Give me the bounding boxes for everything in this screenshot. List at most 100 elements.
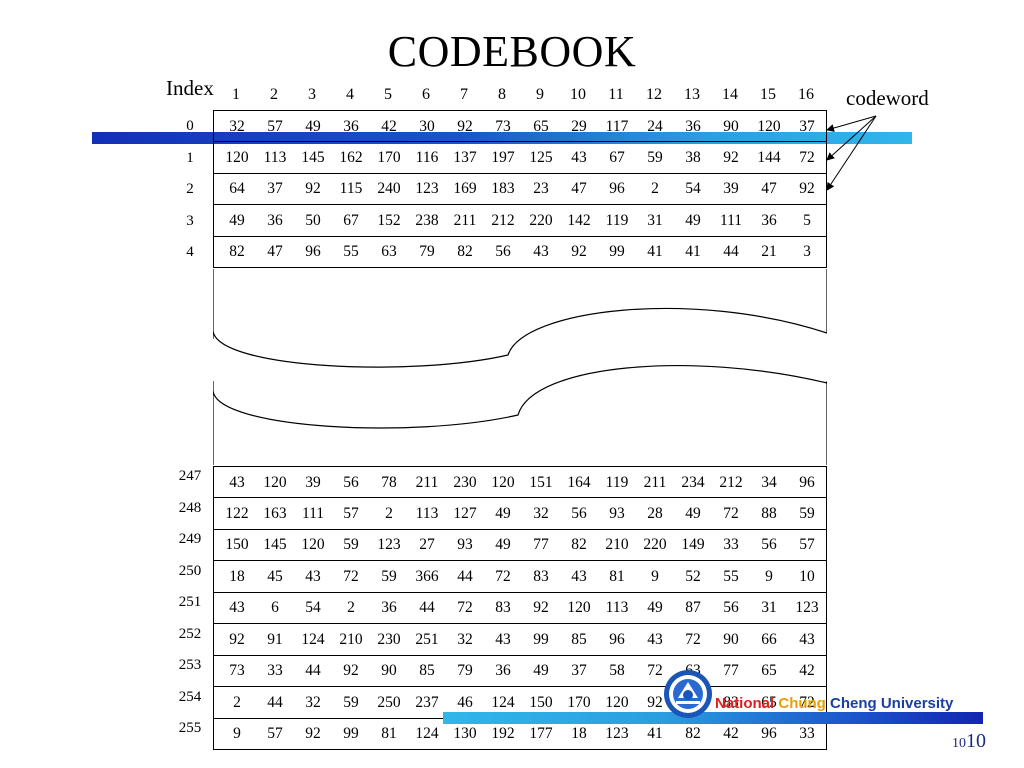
- table-cell: 32: [533, 504, 549, 522]
- table-cell: 113: [263, 148, 287, 166]
- table-cell: 43: [647, 630, 663, 648]
- row-index: 250: [178, 562, 202, 579]
- row-index: 3: [186, 212, 194, 229]
- table-cell: 72: [343, 567, 359, 585]
- table-cell: 44: [305, 662, 321, 679]
- codeword-label: codeword: [846, 86, 929, 110]
- table-row: 120 113 145 162 170 116 137 197 125 43 67 59 38 92 144…: [213, 141, 827, 174]
- table-cell: 119: [605, 474, 629, 491]
- table-cell: 39: [305, 474, 321, 491]
- table-cell: 120: [757, 118, 781, 135]
- table-cell: 42: [381, 118, 397, 135]
- table-cell: 120: [605, 693, 629, 711]
- table-row: 64 37 92 115 240 123 169 183 23 47 96 2 54 39 47 92: [213, 173, 827, 205]
- omitted-rows-brace: [213, 269, 827, 465]
- table-cell: 41: [647, 243, 663, 260]
- table-cell: 92: [799, 180, 815, 197]
- table-cell: 42: [799, 662, 815, 679]
- column-header: 7: [460, 86, 468, 103]
- table-cell: 2: [233, 693, 241, 711]
- row-divider: [213, 560, 827, 561]
- table-cell: 163: [263, 504, 287, 522]
- table-cell: 96: [305, 243, 321, 260]
- table-cell: 44: [419, 599, 435, 616]
- table-cell: 31: [761, 599, 777, 616]
- table-cell: 92: [647, 693, 663, 711]
- table-cell: 250: [377, 693, 401, 711]
- table-cell: 32: [305, 693, 321, 711]
- table-cell: 117: [605, 118, 629, 135]
- table-cell: 65: [533, 118, 549, 135]
- table-cell: 210: [339, 630, 363, 648]
- table-cell: 49: [305, 118, 321, 135]
- table-cell: 36: [495, 662, 511, 679]
- column-header: 3: [308, 86, 316, 103]
- table-cell: 36: [267, 211, 283, 229]
- table-cell: 65: [761, 693, 777, 711]
- table-cell: 24: [647, 118, 663, 135]
- table-cell: 177: [529, 725, 553, 742]
- row-index: 0: [186, 118, 194, 134]
- table-cell: 57: [267, 118, 283, 135]
- table-cell: 59: [799, 504, 815, 522]
- table-cell: 92: [533, 599, 549, 616]
- table-cell: 366: [415, 567, 439, 585]
- table-cell: 56: [343, 474, 359, 491]
- table-cell: 82: [229, 243, 245, 260]
- row-divider: [213, 749, 827, 750]
- table-cell: 5: [803, 211, 811, 229]
- table-cell: 210: [605, 536, 629, 553]
- table-cell: 47: [571, 180, 587, 197]
- table-cell: 49: [229, 211, 245, 229]
- table-cell: 57: [799, 536, 815, 553]
- column-header: 8: [498, 86, 506, 103]
- table-cell: 47: [267, 243, 283, 260]
- table-row: 82 47 96 55 63 79 82 56 43 92 99 41 41 44 21 3: [213, 236, 827, 268]
- table-cell: 43: [495, 630, 511, 648]
- table-cell: 120: [491, 474, 515, 491]
- table-cell: 79: [419, 243, 435, 260]
- table-cell: 45: [267, 567, 283, 585]
- table-cell: 72: [723, 504, 739, 522]
- table-cell: 211: [453, 211, 477, 229]
- table-cell: 72: [799, 693, 815, 711]
- page-title: CODEBOOK: [387, 27, 637, 76]
- table-cell: 99: [343, 725, 359, 742]
- column-header: 11: [608, 86, 624, 103]
- table-cell: 9: [765, 567, 773, 585]
- page-number-large: 10: [966, 730, 986, 752]
- column-header: 14: [722, 86, 738, 103]
- table-row: 73 33 44 92 90 85 79 36 49 37 58 72 63 77 65 42: [213, 655, 827, 687]
- table-cell: 54: [305, 599, 321, 616]
- table-cell: 96: [761, 725, 777, 742]
- row-divider: [213, 497, 827, 498]
- university-seal-logo: [662, 668, 714, 720]
- table-cell: 93: [609, 504, 625, 522]
- table-cell: 49: [495, 536, 511, 553]
- table-cell: 123: [605, 725, 629, 742]
- table-cell: 43: [229, 599, 245, 616]
- table-cell: 2: [651, 180, 659, 197]
- table-cell: 99: [609, 243, 625, 260]
- table-cell: 212: [491, 211, 515, 229]
- table-cell: 9: [651, 567, 659, 585]
- table-cell: 170: [377, 148, 401, 166]
- table-cell: 83: [495, 599, 511, 616]
- table-cell: 96: [609, 630, 625, 648]
- table-cell: 65: [761, 662, 777, 679]
- table-cell: 87: [685, 599, 701, 616]
- row-divider: [213, 235, 827, 237]
- row-divider: [213, 623, 827, 624]
- row-divider: [213, 591, 827, 593]
- table-cell: 142: [567, 211, 591, 229]
- row-index: 247: [178, 468, 202, 484]
- table-cell: 21: [761, 243, 777, 260]
- table-cell: 90: [723, 118, 739, 135]
- table-cell: 37: [571, 662, 587, 679]
- index-label: Index: [166, 76, 214, 100]
- table-cell: 230: [377, 630, 401, 648]
- table-cell: 29: [571, 118, 587, 135]
- table-cell: 92: [457, 118, 473, 135]
- table-cell: 23: [533, 180, 549, 197]
